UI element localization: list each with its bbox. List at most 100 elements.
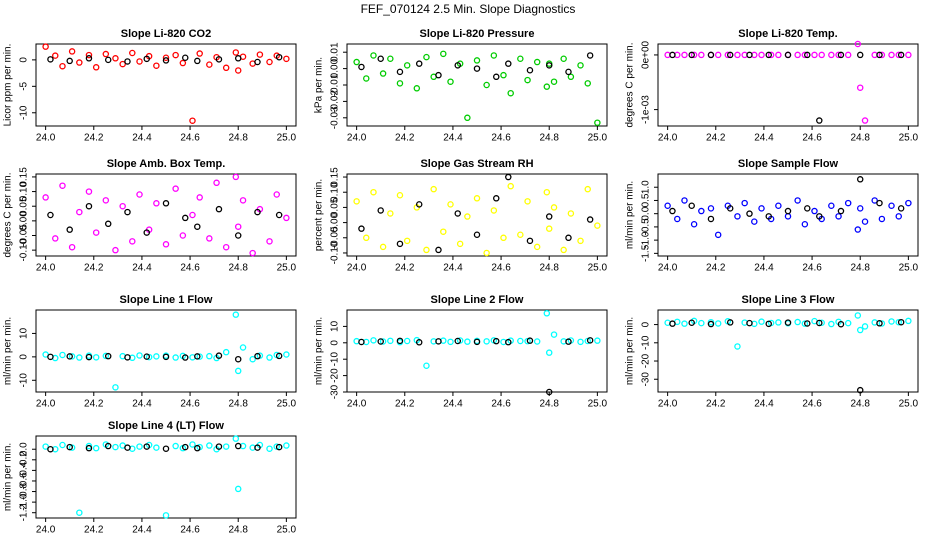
point — [801, 221, 809, 228]
point — [664, 202, 671, 209]
y-tick-label: -5 — [19, 81, 30, 90]
point — [861, 323, 869, 330]
point — [370, 52, 377, 59]
point — [266, 354, 273, 361]
x-tick-label: 25.0 — [588, 133, 608, 144]
y-axis-label: Licor ppm per min. — [3, 44, 14, 127]
point — [669, 320, 676, 327]
point — [249, 249, 256, 257]
point — [688, 51, 695, 59]
point — [681, 197, 688, 204]
point — [844, 319, 852, 327]
point — [758, 205, 765, 212]
point — [533, 243, 541, 251]
point — [816, 117, 823, 124]
x-tick-label: 24.8 — [539, 263, 559, 274]
point — [396, 337, 404, 345]
x-tick-label: 24.6 — [802, 263, 822, 274]
point — [363, 234, 370, 242]
point — [363, 75, 370, 82]
panel: Slope Line 2 Flow ml/min per min. 24.0 24.2… — [314, 294, 608, 410]
point — [104, 56, 112, 64]
point — [784, 319, 792, 326]
point — [162, 54, 170, 62]
point — [234, 232, 242, 239]
point — [707, 320, 715, 328]
point — [861, 218, 869, 225]
x-tick-label: 24.6 — [491, 133, 511, 144]
point — [688, 202, 695, 209]
point — [162, 512, 170, 519]
point — [234, 67, 242, 74]
point — [876, 199, 883, 207]
x-tick-label: 24.6 — [802, 399, 822, 410]
point — [493, 337, 500, 345]
plot-frame — [657, 173, 919, 257]
point — [464, 338, 471, 345]
point — [784, 207, 792, 215]
point — [415, 60, 423, 67]
point — [377, 55, 384, 63]
point — [565, 234, 572, 242]
point — [435, 338, 442, 345]
point — [435, 71, 442, 79]
point — [500, 234, 507, 242]
point — [837, 207, 845, 215]
point — [179, 59, 187, 67]
point — [379, 338, 387, 345]
point — [765, 51, 772, 59]
y-axis-label: kPa per min. — [314, 57, 325, 113]
x-tick-label: 24.4 — [132, 525, 152, 536]
point — [714, 231, 722, 239]
point — [403, 337, 411, 345]
point — [172, 442, 179, 450]
point — [232, 311, 240, 318]
y-axis-label: percent per min. — [314, 179, 325, 251]
point — [66, 226, 73, 233]
point — [507, 182, 514, 190]
point — [490, 52, 498, 59]
point — [856, 84, 864, 91]
point — [775, 319, 782, 326]
y-tick-label: -1.0 — [641, 231, 652, 249]
point — [423, 53, 430, 61]
point — [856, 51, 864, 59]
y-tick-label: -0.6 — [19, 472, 30, 490]
point — [550, 331, 558, 338]
point — [500, 71, 507, 79]
point — [871, 197, 878, 204]
panel-title: Slope Amb. Box Temp. — [107, 158, 226, 170]
point — [543, 310, 551, 317]
point — [464, 213, 471, 220]
point — [560, 246, 567, 254]
point — [206, 61, 213, 68]
point — [690, 51, 698, 59]
point — [76, 59, 83, 66]
y-tick-label: 1.0 — [641, 180, 652, 194]
point — [765, 213, 772, 220]
x-tick-label: 25.0 — [899, 263, 919, 274]
y-tick-label: -0.2 — [19, 451, 30, 469]
point — [275, 352, 283, 360]
point — [102, 197, 110, 204]
point — [189, 117, 196, 124]
point — [586, 337, 594, 344]
point — [456, 240, 464, 248]
point — [505, 338, 512, 346]
point — [47, 56, 54, 63]
x-tick-label: 24.4 — [132, 263, 152, 274]
x-tick-label: 25.0 — [277, 133, 297, 144]
point — [545, 225, 553, 232]
x-tick-label: 25.0 — [899, 133, 919, 144]
y-tick-label: 0.15 — [330, 167, 341, 187]
point — [222, 243, 230, 251]
point — [698, 51, 705, 59]
point — [794, 197, 801, 204]
point — [112, 443, 119, 451]
point — [878, 215, 886, 223]
point — [897, 318, 905, 326]
point — [876, 320, 883, 327]
point — [567, 73, 575, 81]
point — [189, 211, 196, 219]
